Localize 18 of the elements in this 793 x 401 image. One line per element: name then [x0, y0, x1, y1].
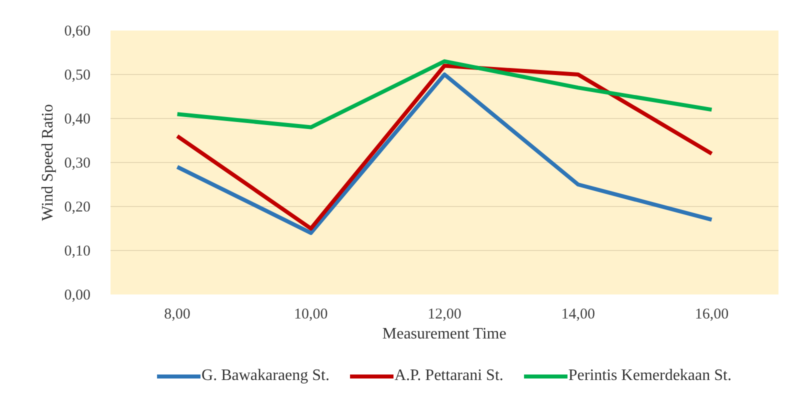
legend-label: Perintis Kemerdekaan St. [568, 367, 732, 385]
y-axis-title: Wind Speed Ratio [39, 104, 56, 221]
x-axis-title: Measurement Time [382, 326, 506, 342]
x-tick-label: 10,00 [294, 306, 328, 322]
y-tick-label: 0,10 [64, 244, 90, 260]
legend-label: G. Bawakaraeng St. [202, 367, 330, 385]
y-tick-label: 0,40 [64, 112, 90, 128]
y-tick-label: 0,30 [64, 156, 90, 172]
x-tick-label: 12,00 [428, 306, 462, 322]
line-series [175, 59, 714, 130]
x-tick-label: 16,00 [694, 306, 729, 322]
legend-label: A.P. Pettarani St. [394, 367, 504, 385]
y-tick-label: 0,60 [64, 24, 90, 40]
x-tick-label: 8,00 [164, 306, 190, 322]
y-tick-label: 0,50 [64, 68, 90, 84]
y-tick-label: 0,20 [64, 200, 90, 216]
y-tick-label: 0,00 [64, 288, 90, 304]
x-tick-label: 14,00 [561, 306, 595, 322]
